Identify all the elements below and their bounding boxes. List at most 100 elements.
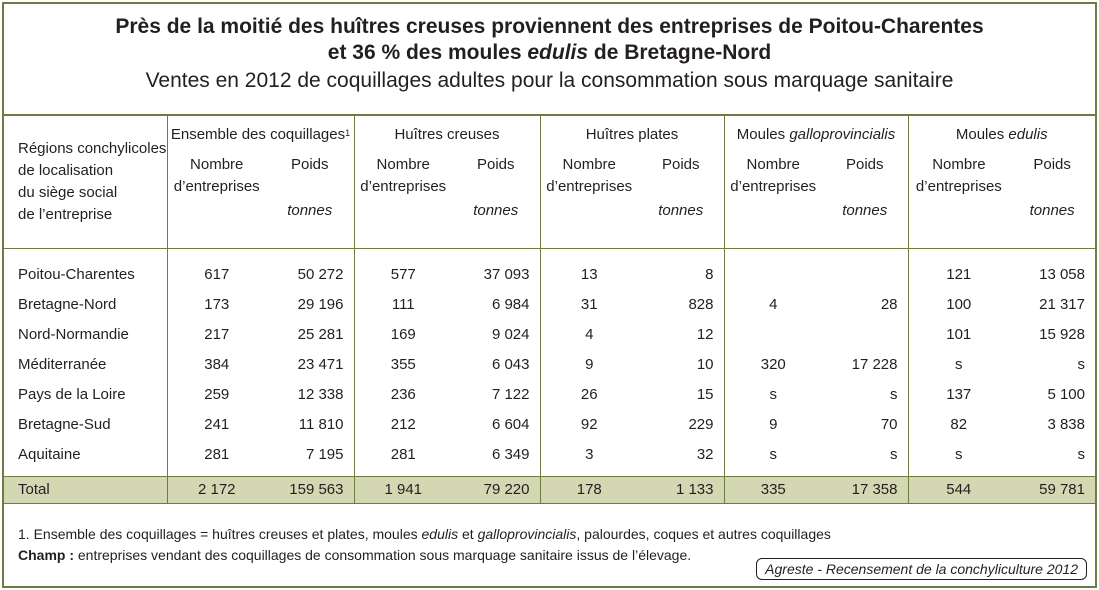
value-cell xyxy=(723,320,822,350)
value-cell: 173 xyxy=(166,290,266,320)
subheader-poids: Poids tonnes xyxy=(266,154,354,222)
value-cell: 29 196 xyxy=(297,296,344,313)
group-header-ensemble: Ensemble des coquillages1 Nombre d’entrep… xyxy=(166,116,354,249)
total-cell: 17 358 xyxy=(822,475,908,504)
nombre-line-1: Nombre xyxy=(932,156,986,173)
spacer-row xyxy=(4,470,1095,476)
value-cell: 50 272 xyxy=(297,266,344,283)
value-cell: 828 xyxy=(688,296,714,313)
region-header-line-3: du siège social xyxy=(18,184,118,201)
group-header-moules-galloprovincialis: Moules galloprovincialis Nombre d’entrepr… xyxy=(723,116,908,249)
poids-label: Poids xyxy=(290,156,329,173)
table-row: Pays de la Loire 259 12 338 236 7 122 26 15 s s 1… xyxy=(4,380,1095,410)
value-cell: 26 xyxy=(539,380,638,410)
group-header-huitres-plates: Huîtres plates Nombre d’entreprises Poids… xyxy=(539,116,724,249)
value-cell: 13 058 xyxy=(1039,266,1085,283)
title-box: Près de la moitié des huîtres creuses pr… xyxy=(4,4,1095,116)
footnote-text: 1. Ensemble des coquillages = huîtres cr… xyxy=(18,526,422,542)
subheader-poids: Poids tonnes xyxy=(638,154,724,222)
value-cell: 169 xyxy=(353,320,452,350)
subheader-poids: Poids tonnes xyxy=(822,154,908,222)
value-cell: 212 xyxy=(353,410,452,440)
poids-label: Poids xyxy=(1033,156,1071,173)
value-cell: 241 xyxy=(166,410,266,440)
value-cell: 384 xyxy=(166,350,266,380)
nombre-line-1: Nombre xyxy=(562,156,616,173)
value-cell: 6 984 xyxy=(491,296,530,313)
subheader-nombre: Nombre d’entreprises xyxy=(725,154,822,222)
value-cell xyxy=(822,320,908,350)
title-line-1: Près de la moitié des huîtres creuses pr… xyxy=(115,15,984,38)
title-line-2-pre: et 36 % des moules xyxy=(327,41,528,64)
region-cell: Nord-Normandie xyxy=(18,326,129,343)
footnote-em: galloprovincialis xyxy=(477,526,577,542)
value-cell: s xyxy=(890,446,898,463)
table-row: Méditerranée 384 23 471 355 6 043 9 10 320 17 22… xyxy=(4,350,1095,380)
group-label: Huîtres creuses xyxy=(394,126,500,143)
group-header-moules-edulis: Moules edulis Nombre d’entreprises Poids t… xyxy=(907,116,1095,249)
total-cell: 2 172 xyxy=(166,475,266,504)
value-cell: 5 100 xyxy=(1047,386,1085,403)
total-cell: 178 xyxy=(539,475,638,504)
value-cell: 229 xyxy=(688,416,714,433)
subheader-nombre: Nombre d’entreprises xyxy=(355,154,452,222)
unit-label: tonnes xyxy=(1029,202,1075,219)
total-cell: 544 xyxy=(907,475,1009,504)
subheader-nombre: Nombre d’entreprises xyxy=(541,154,638,222)
region-header-line-1: Régions conchylicoles xyxy=(18,140,167,157)
value-cell: 3 xyxy=(539,440,638,470)
footnote-em: edulis xyxy=(421,526,459,542)
value-cell: 100 xyxy=(907,290,1009,320)
value-cell: 12 xyxy=(696,326,714,343)
group-label: Moules xyxy=(955,126,1009,143)
unit-label: tonnes xyxy=(473,202,519,219)
footnote-text: et xyxy=(458,526,478,542)
value-cell: 31 xyxy=(539,290,638,320)
group-label: Huîtres plates xyxy=(585,126,679,143)
value-cell: 3 838 xyxy=(1047,416,1085,433)
nombre-line-2: d’entreprises xyxy=(360,178,447,195)
total-cell: 79 220 xyxy=(452,475,540,504)
group-label-em: edulis xyxy=(1008,126,1048,143)
value-cell: 11 810 xyxy=(298,416,344,433)
nombre-line-1: Nombre xyxy=(190,156,244,173)
value-cell: 13 xyxy=(539,260,638,290)
unit-label: tonnes xyxy=(842,202,888,219)
group-label: Moules xyxy=(736,126,790,143)
region-header-line-2: de localisation xyxy=(18,162,114,179)
value-cell: 617 xyxy=(166,260,266,290)
subheader-poids: Poids tonnes xyxy=(452,154,540,222)
region-cell: Méditerranée xyxy=(18,356,107,373)
table-row: Nord-Normandie 217 25 281 169 9 024 4 12 101 15 … xyxy=(4,320,1095,350)
group-label: Ensemble des coquillages xyxy=(170,126,346,143)
value-cell: 320 xyxy=(723,350,822,380)
subheader-nombre: Nombre d’entreprises xyxy=(909,154,1010,222)
footnote-marker: 1 xyxy=(345,128,351,138)
value-cell: s xyxy=(723,380,822,410)
value-cell: 9 024 xyxy=(491,326,530,343)
region-cell: Bretagne-Nord xyxy=(18,296,117,313)
table-row: Bretagne-Sud 241 11 810 212 6 604 92 229 9 70 82 3… xyxy=(4,410,1095,440)
value-cell: 111 xyxy=(353,290,452,320)
value-cell: 17 228 xyxy=(851,356,898,373)
value-cell xyxy=(822,260,908,290)
table-body: Poitou-Charentes 617 50 272 577 37 093 13 8 121… xyxy=(4,260,1095,470)
poids-label: Poids xyxy=(845,156,884,173)
value-cell: s xyxy=(1077,446,1086,463)
group-label-em: galloprovincialis xyxy=(789,126,896,143)
value-cell: 25 281 xyxy=(297,326,344,343)
nombre-line-2: d’entreprises xyxy=(730,178,817,195)
champ-label: Champ : xyxy=(18,547,74,563)
value-cell: 9 xyxy=(539,350,638,380)
champ-note: Champ : entreprises vendant des coquilla… xyxy=(18,545,1088,566)
data-table: Régions conchylicoles de localisation du… xyxy=(4,116,1095,504)
nombre-line-1: Nombre xyxy=(746,156,800,173)
footnotes: 1. Ensemble des coquillages = huîtres cr… xyxy=(18,524,1088,566)
value-cell: 32 xyxy=(696,446,714,463)
value-cell: 92 xyxy=(539,410,638,440)
region-cell: Pays de la Loire xyxy=(18,386,126,403)
total-row: Total 2 172 159 563 1 941 79 220 178 1 1… xyxy=(4,475,1095,504)
value-cell: 9 xyxy=(723,410,822,440)
value-cell: 7 122 xyxy=(491,386,530,403)
